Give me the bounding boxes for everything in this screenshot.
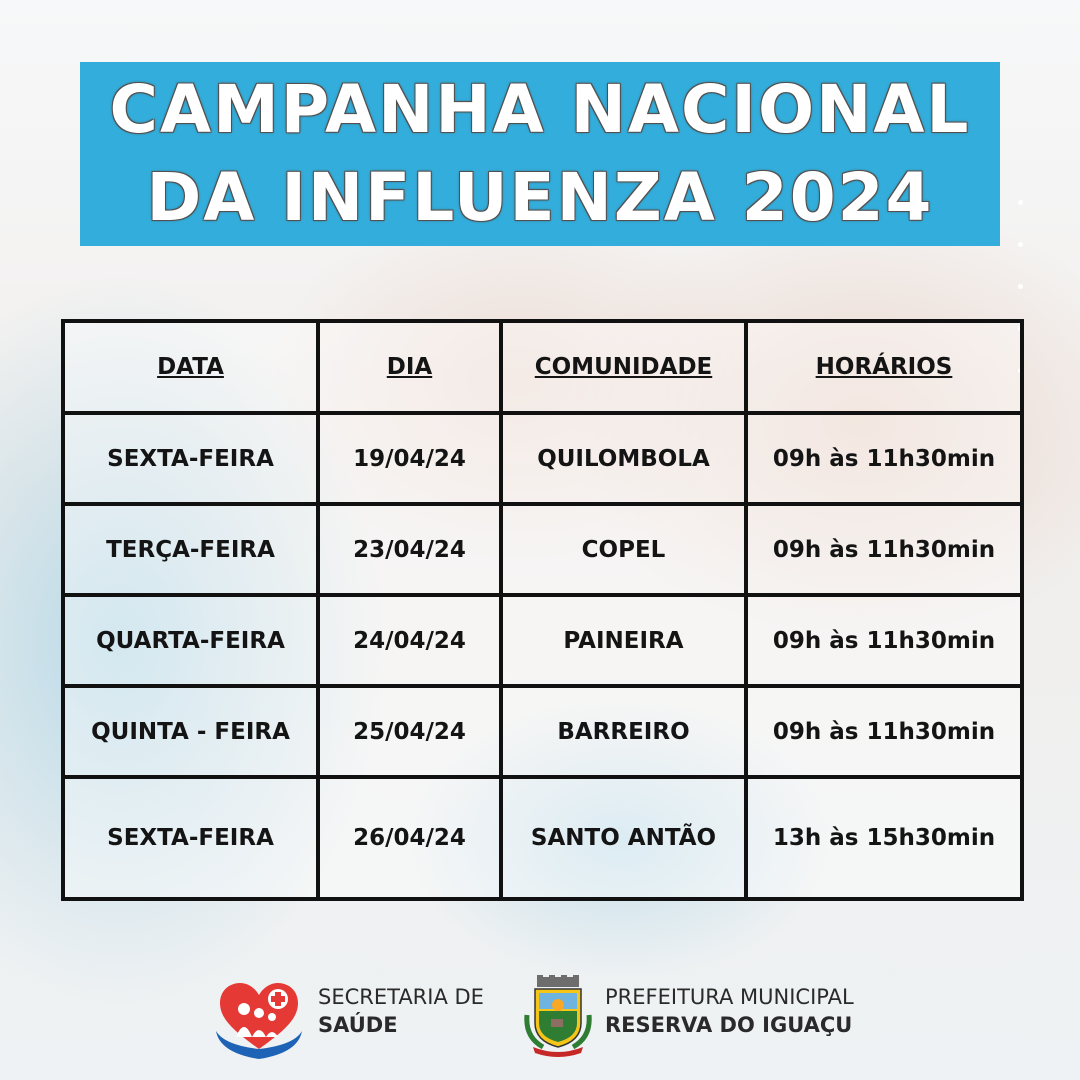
title-banner	[80, 62, 1000, 246]
cell-hours: 09h às 11h30min	[744, 502, 1024, 597]
cell-date: 23/04/24	[316, 502, 503, 597]
header-dia: DIA	[316, 319, 503, 415]
cell-community: PAINEIRA	[499, 593, 748, 688]
cell-hours: 09h às 11h30min	[744, 411, 1024, 506]
table-header-row: DATA DIA COMUNIDADE HORÁRIOS	[61, 319, 1024, 415]
header-data: DATA	[61, 319, 320, 415]
saude-line-2: SAÚDE	[318, 1013, 398, 1037]
prefeitura-line-1: PREFEITURA MUNICIPAL	[605, 985, 854, 1009]
cell-date: 19/04/24	[316, 411, 503, 506]
cell-hours: 09h às 11h30min	[744, 684, 1024, 779]
prefeitura-label: PREFEITURA MUNICIPAL RESERVA DO IGUAÇU	[605, 983, 854, 1039]
cell-weekday: SEXTA-FEIRA	[61, 775, 320, 901]
cell-weekday: QUARTA-FEIRA	[61, 593, 320, 688]
cell-weekday: SEXTA-FEIRA	[61, 411, 320, 506]
table-row: SEXTA-FEIRA 19/04/24 QUILOMBOLA 09h às 1…	[61, 411, 1024, 506]
cell-community: BARREIRO	[499, 684, 748, 779]
saude-label: SECRETARIA DE SAÚDE	[318, 983, 484, 1039]
cell-hours: 09h às 11h30min	[744, 593, 1024, 688]
cell-weekday: TERÇA-FEIRA	[61, 502, 320, 597]
header-comunidade: COMUNIDADE	[499, 319, 748, 415]
cell-date: 25/04/24	[316, 684, 503, 779]
prefeitura-line-2: RESERVA DO IGUAÇU	[605, 1013, 853, 1037]
header-horarios: HORÁRIOS	[744, 319, 1024, 415]
vaccination-schedule-table: DATA DIA COMUNIDADE HORÁRIOS SEXTA-FEIRA…	[61, 319, 1024, 901]
footer-logos: SECRETARIA DE SAÚDE PREFEITURA MUNICIPAL…	[0, 975, 1080, 1065]
saude-line-1: SECRETARIA DE	[318, 985, 484, 1009]
cell-hours: 13h às 15h30min	[744, 775, 1024, 901]
heart-family-icon	[214, 979, 304, 1061]
table-row: QUINTA - FEIRA 25/04/24 BARREIRO 09h às …	[61, 684, 1024, 779]
title-line-1: CAMPANHA NACIONAL	[109, 71, 971, 148]
cell-date: 26/04/24	[316, 775, 503, 901]
cell-weekday: QUINTA - FEIRA	[61, 684, 320, 779]
campaign-title: CAMPANHA NACIONAL DA INFLUENZA 2024	[80, 62, 1000, 246]
cell-community: COPEL	[499, 502, 748, 597]
table-row: TERÇA-FEIRA 23/04/24 COPEL 09h às 11h30m…	[61, 502, 1024, 597]
table-row: SEXTA-FEIRA 26/04/24 SANTO ANTÃO 13h às …	[61, 775, 1024, 901]
cell-community: SANTO ANTÃO	[499, 775, 748, 901]
municipal-crest-icon	[523, 975, 593, 1057]
title-line-2: DA INFLUENZA 2024	[146, 159, 934, 236]
cell-community: QUILOMBOLA	[499, 411, 748, 506]
cell-date: 24/04/24	[316, 593, 503, 688]
table-row: QUARTA-FEIRA 24/04/24 PAINEIRA 09h às 11…	[61, 593, 1024, 688]
